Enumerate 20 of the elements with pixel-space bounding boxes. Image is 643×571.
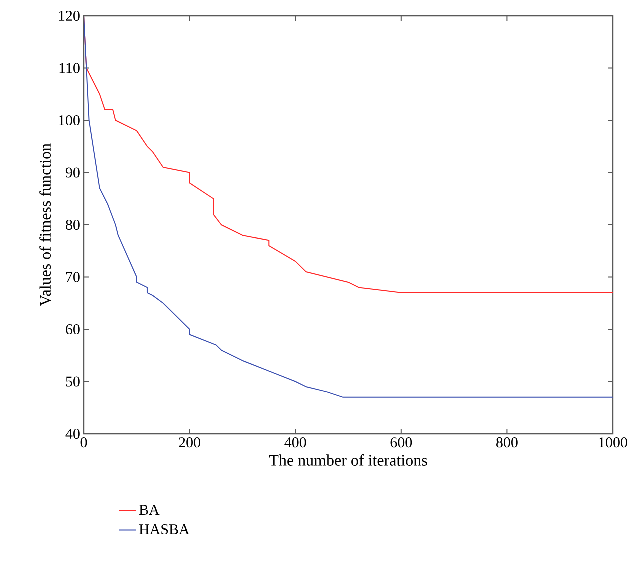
x-tick-label: 600 <box>390 438 412 448</box>
y-tick-label: 40 <box>66 428 80 440</box>
y-tick-label: 50 <box>66 376 80 387</box>
y-tick-label: 90 <box>66 168 80 178</box>
y-tick-label: 100 <box>59 115 80 126</box>
y-tick-label: 120 <box>59 10 80 22</box>
y-tick-label: 80 <box>66 220 80 230</box>
y-tick-label: 110 <box>60 63 80 74</box>
y-tick-label: 60 <box>66 324 80 335</box>
x-tick-label: 400 <box>284 438 306 448</box>
line-series <box>84 16 613 398</box>
x-tick-label: 0 <box>80 438 88 448</box>
x-tick-label: 1000 <box>599 438 628 448</box>
y-tick-label: 70 <box>66 272 80 282</box>
x-tick-label: 200 <box>179 438 200 448</box>
legend-label: BA <box>139 505 160 516</box>
x-axis-title: The number of iterations <box>269 454 428 466</box>
y-axis-title: Values of fitness function <box>40 144 52 306</box>
x-tick-label: 800 <box>496 438 518 448</box>
legend-label: HASBA <box>139 524 190 535</box>
